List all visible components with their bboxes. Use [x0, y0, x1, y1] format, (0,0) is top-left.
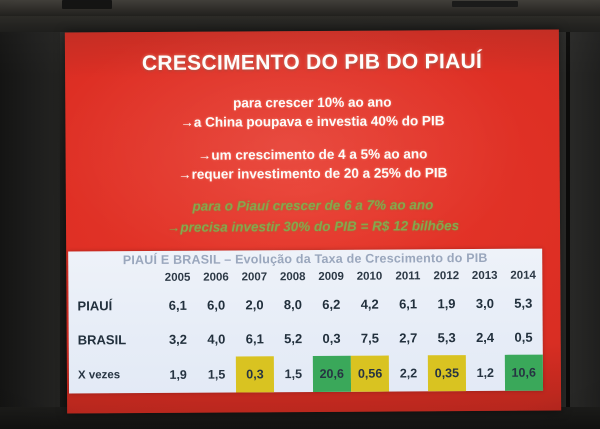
table-cell: 1,5 — [284, 367, 303, 382]
table-cell: 3,2 — [168, 332, 188, 348]
year-header: 2014 — [510, 269, 536, 282]
slide-line: →a China poupava e investia 40% do PIB — [180, 113, 445, 130]
year-header: 2010 — [356, 270, 383, 283]
table-cell: 6,1 — [399, 296, 418, 312]
year-header: 2011 — [395, 269, 421, 282]
year-header: 2007 — [241, 270, 268, 283]
table-row: X vezes 1,9 1,5 0,3 1,5 20,6 0,56 2,2 0,… — [69, 354, 544, 394]
years-row-spacer — [68, 267, 158, 289]
table-cell: 1,9 — [169, 367, 187, 382]
table-cell: 1,9 — [437, 295, 456, 312]
white-text-block-2: →um crescimento de 4 a 5% ao ano →requer… — [66, 143, 560, 184]
table-cell: 6,1 — [245, 331, 264, 347]
row-label: BRASIL — [77, 332, 127, 348]
table-cell: 5,3 — [437, 330, 456, 346]
table-cell: 3,0 — [475, 295, 494, 311]
pib-growth-table: PIAUÍ E BRASIL – Evolução da Taxa de Cre… — [68, 248, 544, 394]
data-table: PIAUÍ E BRASIL – Evolução da Taxa de Cre… — [68, 249, 544, 394]
roller-bracket-right — [452, 1, 518, 7]
year-header: 2006 — [203, 271, 229, 284]
table-cell: 6,1 — [168, 297, 187, 313]
table-cell: 5,2 — [284, 331, 303, 347]
table-caption: PIAUÍ E BRASIL – Evolução da Taxa de Cre… — [122, 250, 488, 268]
table-cell: 4,0 — [207, 331, 226, 348]
year-header: 2012 — [433, 269, 460, 282]
table-cell-highlight-yellow: 0,35 — [427, 355, 467, 392]
table-cell: 0,5 — [514, 330, 533, 346]
wall-edge-line — [566, 28, 570, 429]
table-years-row: 2005 2006 2007 2008 2009 2010 2011 2012 … — [68, 265, 542, 289]
table-cell: 7,5 — [360, 330, 379, 347]
green-text-block: para o Piauí crescer de 6 a 7% ao ano →p… — [66, 193, 560, 238]
table-cell: 2,2 — [399, 366, 418, 381]
table-caption-row: PIAUÍ E BRASIL – Evolução da Taxa de Cre… — [68, 249, 542, 268]
slide-line-green: →precisa investir 30% do PIB = R$ 12 bil… — [166, 218, 460, 235]
table-cell: 0,3 — [322, 331, 341, 347]
table-cell: 2,7 — [399, 330, 418, 346]
roller-bracket-left — [62, 0, 112, 9]
projected-slide: CRESCIMENTO DO PIB DO PIAUÍ para crescer… — [64, 29, 562, 414]
row-label: X vezes — [77, 369, 121, 382]
year-header: 2013 — [471, 269, 498, 282]
table-cell: 2,0 — [245, 297, 264, 313]
table-cell-highlight-green: 10,6 — [504, 354, 544, 391]
slide-title: CRESCIMENTO DO PIB DO PIAUÍ — [141, 49, 483, 76]
slide-line: →requer investimento de 20 a 25% do PIB — [177, 165, 448, 182]
table-cell: 6,0 — [207, 297, 226, 313]
table-cell: 4,2 — [360, 296, 379, 312]
table-cell: 5,3 — [514, 295, 533, 311]
white-text-block-1: para crescer 10% ao ano →a China poupava… — [65, 91, 559, 132]
projector-screen-roller — [0, 0, 600, 16]
year-header: 2009 — [318, 270, 344, 283]
row-label: PIAUÍ — [77, 298, 113, 314]
table-row: PIAUÍ 6,1 6,0 2,0 8,0 6,2 4,2 6,1 1,9 3,… — [68, 286, 542, 323]
table-cell: 6,2 — [322, 296, 341, 312]
table-cell: 8,0 — [283, 296, 303, 312]
table-cell: 1,5 — [207, 367, 226, 382]
table-cell: 1,2 — [476, 365, 495, 381]
year-header: 2008 — [279, 270, 306, 283]
table-cell-highlight-yellow: 0,3 — [235, 356, 275, 393]
table-cell-highlight-yellow: 0,56 — [350, 355, 390, 392]
wall-left — [0, 0, 60, 429]
year-header: 2005 — [164, 271, 191, 284]
table-row: BRASIL 3,2 4,0 6,1 5,2 0,3 7,5 2,7 5,3 2… — [69, 320, 543, 357]
table-cell-highlight-green: 20,6 — [312, 355, 352, 393]
slide-line-green: para o Piauí crescer de 6 a 7% ao ano — [192, 197, 434, 214]
table-cell: 2,4 — [475, 330, 495, 346]
